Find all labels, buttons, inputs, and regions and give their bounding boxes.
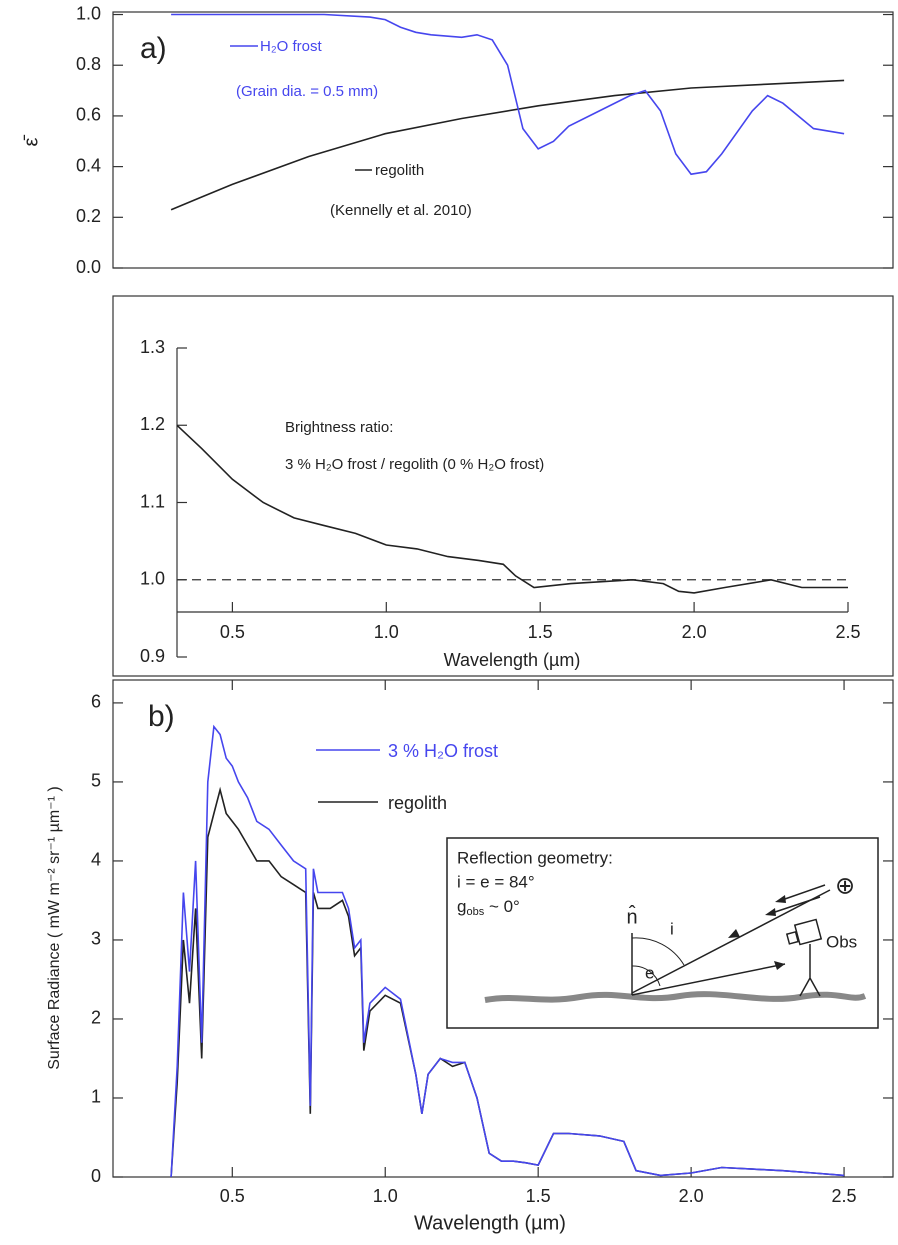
observer-label: Obs — [826, 932, 857, 951]
x-tick-label: 0.5 — [220, 1186, 245, 1206]
y-tick-label: 0.2 — [76, 206, 101, 226]
legend-label: regolith — [388, 793, 447, 813]
x-tick-label: 2.0 — [682, 622, 707, 642]
annotation: (Kennelly et al. 2010) — [330, 202, 472, 219]
legend-label: regolith — [375, 162, 424, 179]
y-tick-label: 1.2 — [140, 414, 165, 434]
ray — [771, 896, 821, 914]
arrowheads — [728, 929, 785, 970]
y-tick-label: 0.9 — [140, 646, 165, 666]
x-tick-label: 0.5 — [220, 622, 245, 642]
arrowheads — [765, 895, 786, 916]
angle-arc — [631, 965, 661, 987]
x-tick-label: 1.5 — [526, 1186, 551, 1206]
data-line — [170, 79, 845, 211]
y-tick-label: 6 — [91, 692, 101, 712]
annotation: Brightness ratio: — [285, 419, 393, 436]
y-tick-label: 5 — [91, 771, 101, 791]
y-tick-label: 0.0 — [76, 257, 101, 277]
x-tick-label: 2.5 — [835, 622, 860, 642]
tripod — [799, 944, 821, 997]
ray — [631, 889, 831, 994]
x-tick-label: 1.0 — [373, 1186, 398, 1206]
y-tick-label: 0.6 — [76, 105, 101, 125]
data-line — [171, 13, 845, 176]
inset-text: i = e = 84° — [457, 872, 535, 891]
angle-label: e — [645, 963, 654, 982]
annotation: (Grain dia. = 0.5 mm) — [236, 83, 378, 100]
panel-label: a) — [140, 32, 167, 65]
y-tick-label: 3 — [91, 929, 101, 949]
panel-a-frame — [112, 11, 894, 269]
inset-title: Reflection geometry: — [457, 848, 613, 867]
y-tick-label: 0.8 — [76, 54, 101, 74]
camera — [793, 918, 823, 946]
legend-label: H₂O frost — [260, 38, 322, 55]
x-tick-label: 2.0 — [679, 1186, 704, 1206]
panel-ratio-frame — [112, 295, 894, 677]
ray — [781, 884, 826, 901]
x-tick-label: 1.5 — [528, 622, 553, 642]
y-tick-label: 1 — [91, 1087, 101, 1107]
x-axis-label: Wavelength (µm) — [414, 1212, 566, 1234]
y-tick-label: 1.3 — [140, 337, 165, 357]
x-axis-label: Wavelength (µm) — [444, 650, 581, 670]
inset: Reflection geometry: i = e = 84° gobs ~ … — [446, 837, 879, 1029]
y-tick-label: 0.4 — [76, 155, 101, 175]
annotation: 3 % H₂O frost / regolith (0 % H₂O frost) — [285, 456, 544, 473]
x-tick-label: 1.0 — [374, 622, 399, 642]
y-tick-label: 1.1 — [140, 491, 165, 511]
angle-arc — [631, 937, 685, 966]
normal-label: n̂ — [626, 905, 637, 928]
data-line — [176, 424, 848, 594]
y-tick-label: 1.0 — [76, 3, 101, 23]
camera-lens — [785, 930, 800, 945]
y-tick-label: 1.0 — [140, 569, 165, 589]
y-tick-label: 4 — [91, 850, 101, 870]
y-tick-label: 0 — [91, 1166, 101, 1186]
panel-label: b) — [148, 700, 175, 733]
panel-b-frame — [112, 679, 894, 1178]
y-axis-label: Surface Radiance ( mW m⁻² sr⁻¹ µm⁻¹ ) — [46, 786, 63, 1069]
legend-label: 3 % H₂O frost — [388, 741, 498, 761]
y-axis-label: ε̄ — [20, 135, 42, 147]
y-tick-label: 2 — [91, 1008, 101, 1028]
earth-symbol: ⊕ — [835, 872, 855, 899]
angle-label: i — [670, 919, 674, 938]
inset-text: gobs ~ 0° — [457, 897, 520, 917]
data-line — [170, 724, 845, 1178]
ray — [631, 963, 786, 996]
x-tick-label: 2.5 — [832, 1186, 857, 1206]
